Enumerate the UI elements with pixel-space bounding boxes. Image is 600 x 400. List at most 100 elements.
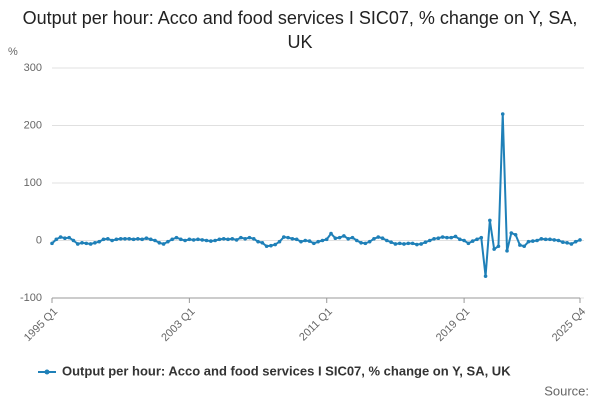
data-point (191, 238, 196, 242)
y-tick-label: -100 (20, 292, 42, 304)
data-point (475, 237, 479, 242)
data-point (196, 237, 200, 242)
data-point (97, 239, 102, 244)
data-point (166, 239, 170, 244)
data-point (106, 236, 110, 241)
data-point (58, 235, 63, 239)
data-point (114, 237, 119, 242)
data-point (282, 235, 286, 239)
data-point (88, 242, 93, 246)
data-point (350, 235, 355, 240)
data-point (526, 239, 531, 244)
series-line (51, 113, 581, 277)
data-point (50, 241, 54, 246)
data-point (462, 238, 466, 243)
y-tick-label: 200 (24, 119, 42, 131)
data-point (101, 237, 106, 242)
data-point (63, 236, 67, 240)
data-point (445, 235, 449, 240)
legend-swatch-dot (44, 369, 50, 375)
data-point (226, 237, 230, 242)
data-point (548, 237, 552, 242)
legend-label: Output per hour: Acco and food services … (62, 363, 511, 378)
data-point (440, 235, 445, 239)
source: Source: (544, 383, 589, 398)
data-point (432, 236, 436, 241)
data-point (518, 243, 522, 247)
data-point (535, 238, 539, 243)
data-point (174, 235, 179, 240)
data-point (312, 241, 316, 246)
data-point (204, 238, 209, 243)
data-point (256, 239, 260, 244)
y-unit: % (8, 46, 18, 58)
data-point (470, 239, 475, 243)
y-tick-label: 100 (24, 177, 42, 189)
data-point (260, 241, 265, 245)
data-point (148, 237, 153, 242)
data-point (324, 237, 329, 242)
data-point (316, 239, 320, 244)
data-point (144, 236, 149, 240)
data-point (389, 240, 393, 245)
data-point (118, 236, 123, 241)
data-point (290, 236, 295, 241)
data-point (269, 243, 273, 248)
data-point (354, 238, 359, 243)
data-point (380, 236, 385, 240)
data-point (427, 238, 432, 243)
data-point (247, 235, 252, 240)
data-point (509, 231, 514, 235)
x-tick-label: 2025 Q4 (550, 306, 588, 344)
data-point (543, 237, 548, 242)
data-point (178, 237, 183, 242)
data-point (561, 240, 565, 245)
data-point (54, 237, 59, 242)
y-tick-label: 0 (36, 234, 42, 246)
data-point (513, 232, 518, 237)
data-point (415, 242, 419, 247)
data-point (346, 236, 350, 241)
data-point (556, 238, 561, 243)
data-point (385, 238, 389, 243)
data-point (406, 241, 411, 246)
data-point (522, 244, 526, 249)
x-tick-label: 2019 Q1 (434, 306, 472, 344)
data-point (153, 238, 157, 243)
data-point (67, 235, 71, 240)
data-point (436, 236, 441, 240)
data-point (492, 247, 496, 251)
data-point (479, 235, 484, 240)
data-point (286, 235, 290, 240)
data-point (342, 234, 346, 238)
data-point (320, 238, 325, 243)
data-point (500, 112, 505, 116)
data-point (530, 239, 535, 243)
data-point (170, 237, 174, 242)
data-point (221, 236, 226, 241)
data-point (578, 238, 582, 242)
data-point (303, 238, 308, 243)
data-point (423, 240, 428, 245)
data-point (136, 236, 140, 241)
data-point (552, 238, 557, 242)
data-point (402, 242, 406, 246)
data-point (183, 238, 187, 243)
data-point (123, 236, 127, 241)
data-point (505, 249, 509, 253)
data-point (71, 238, 76, 243)
data-point (299, 239, 303, 244)
data-point (307, 239, 312, 243)
data-point (80, 241, 84, 245)
data-point (453, 234, 458, 239)
data-point (569, 242, 574, 246)
x-tick-label: 1995 Q1 (22, 306, 60, 344)
data-point (131, 237, 136, 242)
data-point (84, 241, 89, 246)
data-point (161, 242, 166, 246)
data-point (367, 239, 372, 244)
data-point (337, 235, 342, 240)
data-point (573, 239, 578, 244)
